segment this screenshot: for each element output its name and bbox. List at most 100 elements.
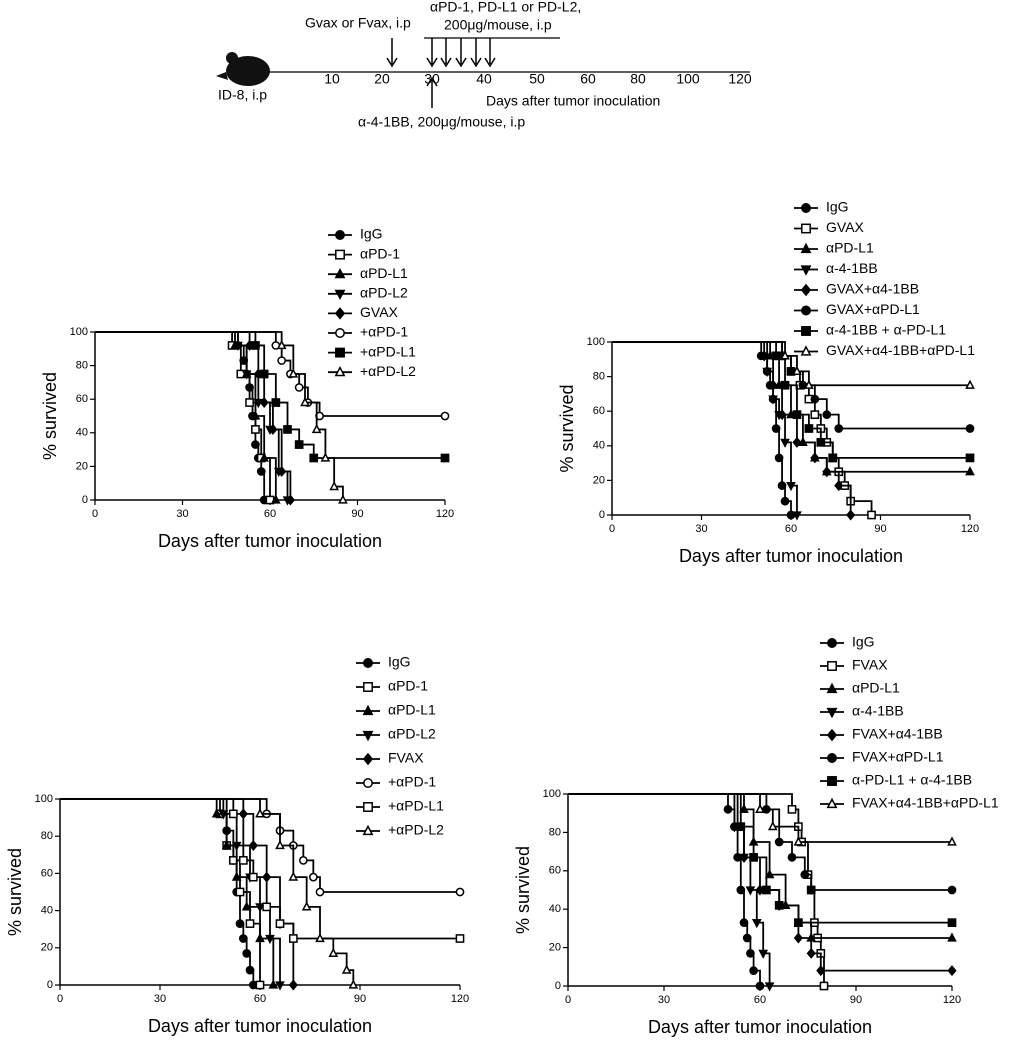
- survival-line: [612, 341, 873, 515]
- legend-marker: [801, 203, 811, 213]
- data-point: [288, 368, 299, 378]
- timeline: Gvax or Fvax, i.p αPD-1, PD-L1 or PD-L2,…: [216, 0, 752, 130]
- x-tick-label: 90: [351, 508, 363, 520]
- legend-marker: [826, 682, 838, 694]
- x-tick-label: 30: [176, 508, 188, 520]
- data-point: [245, 919, 255, 928]
- legend-marker: [800, 283, 812, 297]
- data-point: [251, 425, 260, 434]
- legend-label: IgG: [852, 634, 875, 650]
- legend-label: FVAX: [852, 657, 888, 673]
- timeline-tick: 80: [630, 71, 646, 87]
- x-axis-label: Days after tumor inoculation: [679, 546, 903, 566]
- data-point: [758, 949, 769, 959]
- data-point: [806, 947, 816, 959]
- data-point: [245, 965, 255, 975]
- data-point: [736, 822, 746, 831]
- data-point: [256, 467, 266, 476]
- legend-label: α-4-1BB + α-PD-L1: [826, 322, 946, 338]
- data-point: [233, 341, 243, 352]
- legend-label: αPD-L2: [388, 726, 436, 742]
- legend-marker: [363, 658, 373, 668]
- data-point: [245, 398, 254, 407]
- survival-line: [95, 331, 344, 500]
- x-tick-label: 90: [850, 994, 862, 1006]
- y-tick-label: 20: [41, 942, 53, 954]
- y-tick-label: 0: [555, 980, 561, 992]
- data-point: [298, 856, 308, 865]
- data-point: [834, 480, 844, 492]
- data-point: [777, 409, 787, 421]
- y-tick-label: 60: [593, 405, 605, 417]
- data-point: [300, 396, 310, 407]
- x-tick-label: 0: [57, 993, 63, 1005]
- legend-marker: [334, 307, 346, 320]
- legend-marker: [363, 802, 373, 812]
- x-axis-label: Days after tumor inoculation: [158, 531, 382, 551]
- data-point: [231, 841, 242, 852]
- data-point: [774, 837, 784, 847]
- data-point: [238, 856, 248, 865]
- y-tick-label: 0: [82, 494, 88, 506]
- y-tick-label: 40: [41, 905, 53, 917]
- legend-label: +αPD-L2: [388, 822, 444, 838]
- data-point: [774, 901, 784, 910]
- data-point: [745, 886, 756, 896]
- data-point: [780, 438, 790, 448]
- data-point: [810, 410, 820, 420]
- legend-label: α-4-1BB: [826, 260, 878, 276]
- data-point: [218, 810, 229, 820]
- data-point: [739, 851, 749, 863]
- data-point: [294, 440, 304, 449]
- data-point: [947, 918, 957, 927]
- legend-marker: [827, 638, 837, 648]
- data-point: [806, 885, 816, 895]
- x-tick-label: 30: [658, 994, 670, 1006]
- data-point: [283, 425, 292, 434]
- data-point: [755, 981, 765, 991]
- data-point: [777, 481, 787, 490]
- legend-marker: [362, 824, 374, 836]
- data-point: [242, 949, 252, 958]
- y-tick-label: 60: [76, 393, 88, 405]
- mouse-head: [216, 72, 228, 80]
- data-point: [792, 365, 802, 376]
- data-point: [255, 903, 265, 913]
- data-point: [259, 452, 270, 462]
- data-point: [277, 356, 287, 365]
- data-point: [455, 934, 465, 943]
- data-point: [965, 379, 975, 389]
- data-point: [822, 410, 832, 420]
- data-point: [751, 919, 762, 929]
- y-tick-label: 80: [41, 830, 53, 842]
- data-point: [268, 423, 278, 435]
- data-point: [250, 410, 261, 420]
- data-point: [762, 367, 772, 377]
- data-point: [965, 466, 975, 476]
- x-tick-label: 120: [943, 994, 961, 1006]
- timeline-tick: 100: [676, 71, 700, 87]
- data-point: [270, 494, 281, 504]
- data-point: [271, 398, 281, 407]
- data-point: [211, 808, 222, 818]
- arrow-head: [386, 57, 398, 68]
- legend-marker: [363, 682, 373, 692]
- data-point: [947, 885, 957, 895]
- data-point: [794, 918, 803, 927]
- data-point: [767, 821, 778, 831]
- data-point: [787, 805, 797, 814]
- data-point: [762, 885, 771, 895]
- data-point: [780, 496, 790, 506]
- y-tick-label: 80: [593, 371, 605, 383]
- legend-marker: [363, 778, 373, 788]
- data-point: [739, 803, 749, 813]
- data-point: [288, 871, 299, 881]
- data-point: [774, 453, 784, 463]
- data-point: [320, 452, 331, 462]
- x-tick-label: 30: [695, 523, 707, 535]
- data-point: [259, 369, 269, 379]
- data-point: [819, 981, 829, 991]
- x-tick-label: 90: [354, 993, 366, 1005]
- timeline-tick: 120: [728, 71, 752, 87]
- data-point: [787, 853, 797, 862]
